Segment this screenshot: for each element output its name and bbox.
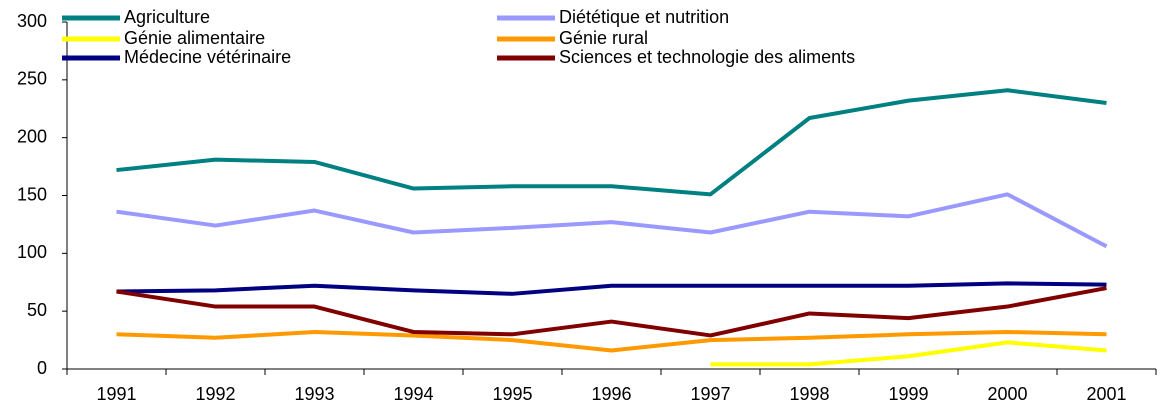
- y-tick-label: 100: [17, 242, 47, 262]
- series-line: [710, 340, 1107, 367]
- y-tick-label: 300: [17, 11, 47, 31]
- series-line: [116, 329, 1107, 353]
- legend-label: Diététique et nutrition: [559, 7, 729, 27]
- legend-label: Génie rural: [559, 28, 648, 48]
- axes: [66, 22, 1156, 370]
- legend-label: Médecine vétérinaire: [124, 47, 291, 67]
- x-tick-label: 1997: [690, 384, 730, 404]
- series-line: [116, 281, 1107, 296]
- y-tick-label: 0: [37, 358, 47, 378]
- x-tick-label: 1996: [591, 384, 631, 404]
- legend-label: Génie alimentaire: [124, 28, 265, 48]
- y-tick-label: 50: [27, 300, 47, 320]
- x-tick-label: 1995: [492, 384, 532, 404]
- x-tick-label: 1994: [393, 384, 433, 404]
- series-line: [116, 192, 1108, 249]
- legend-label: Sciences et technologie des aliments: [559, 47, 855, 67]
- y-tick-label: 150: [17, 184, 47, 204]
- x-tick-label: 1993: [294, 384, 334, 404]
- x-tick-label: 2001: [1086, 384, 1126, 404]
- series-line: [116, 88, 1107, 197]
- y-tick-label: 250: [17, 69, 47, 89]
- x-tick-label: 1991: [96, 384, 136, 404]
- x-tick-label: 1992: [195, 384, 235, 404]
- x-tick-label: 1999: [888, 384, 928, 404]
- y-tick-label: 200: [17, 126, 47, 146]
- legend-label: Agriculture: [124, 7, 210, 27]
- x-tick-label: 2000: [987, 384, 1027, 404]
- x-tick-label: 1998: [789, 384, 829, 404]
- series-line: [116, 286, 1107, 338]
